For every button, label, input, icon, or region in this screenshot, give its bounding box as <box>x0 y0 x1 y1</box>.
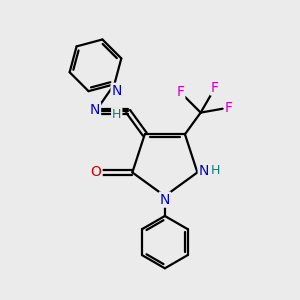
Text: N: N <box>112 84 122 98</box>
Text: F: F <box>176 85 184 99</box>
Text: O: O <box>91 166 101 179</box>
Text: N: N <box>90 103 100 117</box>
Text: H: H <box>112 108 122 121</box>
Text: N: N <box>199 164 209 178</box>
Text: F: F <box>225 100 233 115</box>
Text: H: H <box>211 164 220 178</box>
Text: N: N <box>160 193 170 207</box>
Text: F: F <box>211 81 219 94</box>
